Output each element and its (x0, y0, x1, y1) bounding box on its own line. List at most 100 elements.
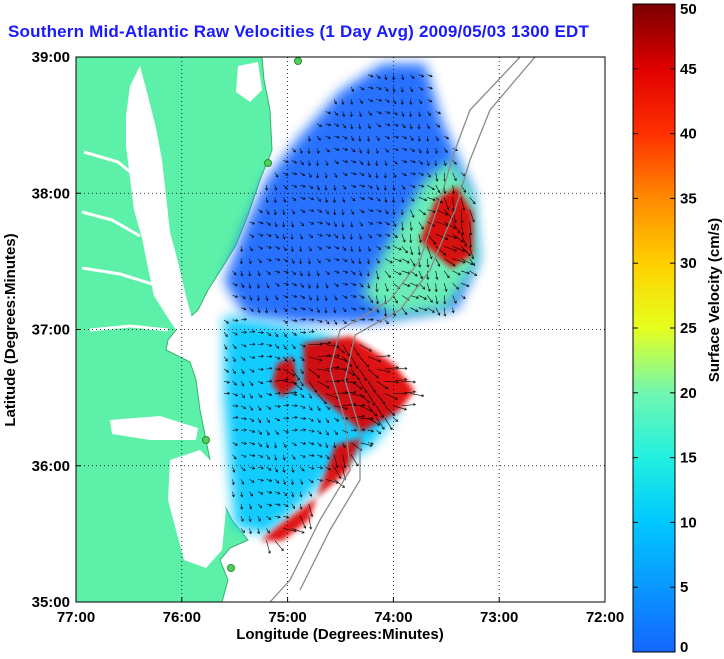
vector-arrow (384, 111, 391, 115)
vector-arrow (434, 283, 438, 293)
vector-arrow (266, 405, 272, 410)
vector-arrow (266, 331, 272, 336)
vector-arrow (384, 221, 390, 226)
vector-arrow (384, 283, 389, 292)
vector-arrow (231, 479, 235, 486)
vector-arrow (393, 295, 398, 304)
vector-arrow (308, 209, 315, 213)
vector-arrow (427, 197, 436, 201)
vector-arrow (240, 356, 246, 361)
vector-arrow (427, 111, 432, 116)
velocity-region-bay-mouth-jet (271, 356, 299, 398)
vector-arrow (452, 258, 466, 264)
vector-arrow (291, 528, 305, 534)
vector-arrow (435, 184, 441, 194)
vector-arrow (342, 282, 349, 286)
colorbar-tick-label: 15 (680, 450, 697, 467)
vector-arrow (392, 86, 396, 93)
vector-arrow (291, 393, 298, 397)
vector-arrow (266, 430, 270, 436)
colorbar-label: Surface Velocity (cm/s) (706, 218, 723, 382)
vector-arrow (358, 246, 362, 253)
colorbar-tick-label: 25 (680, 320, 697, 337)
vector-arrow (300, 330, 307, 335)
vector-arrow (367, 356, 382, 363)
vector-arrow (325, 245, 332, 249)
vector-arrow (299, 246, 303, 253)
vector-arrow (342, 344, 350, 357)
vector-arrow (232, 318, 239, 322)
vector-arrow (257, 342, 264, 346)
vector-arrow (358, 258, 362, 265)
vector-arrow (249, 479, 255, 483)
vector-arrow (461, 282, 470, 288)
vector-arrow (282, 221, 286, 228)
vector-arrow (444, 246, 458, 252)
vector-arrow (333, 295, 338, 301)
vector-arrow (435, 172, 439, 182)
vector-arrow (350, 86, 354, 93)
vector-arrow (308, 479, 314, 483)
vector-arrow (325, 466, 331, 471)
vector-arrow (376, 98, 382, 102)
vector-arrow (283, 430, 289, 433)
vector-arrow (384, 74, 388, 81)
vector-arrow (452, 246, 466, 252)
vector-arrow (443, 160, 447, 167)
vector-arrow (232, 467, 236, 473)
vector-arrow (283, 368, 296, 377)
vector-arrow (384, 245, 391, 249)
vector-arrow (315, 283, 320, 289)
vector-arrow (460, 246, 471, 257)
vector-arrow (282, 454, 286, 461)
vector-arrow (427, 295, 433, 303)
vector-arrow (317, 466, 324, 470)
vector-arrow (417, 246, 421, 256)
vector-arrow (367, 111, 373, 116)
vector-arrow (300, 209, 306, 213)
vector-arrow (469, 209, 475, 223)
vector-arrow (443, 307, 447, 317)
vector-arrow (367, 98, 374, 103)
vector-arrow (308, 318, 315, 322)
vector-arrow (409, 221, 413, 231)
vector-arrow (283, 270, 289, 274)
vector-arrow (383, 172, 387, 179)
vector-arrow (469, 270, 478, 276)
velocity-region-north-jet-core (419, 186, 473, 269)
vector-arrow (383, 185, 387, 191)
vector-arrow (342, 246, 347, 252)
vector-arrow (341, 99, 345, 105)
vector-arrow (249, 368, 255, 373)
vector-arrow (249, 405, 253, 411)
vector-arrow (241, 330, 248, 334)
vector-arrow (426, 160, 430, 167)
colorbar-tick-label: 10 (680, 514, 697, 531)
vector-arrow (273, 209, 277, 216)
vector-arrow (266, 540, 271, 554)
vector-arrow (359, 356, 369, 368)
vector-arrow (291, 467, 295, 473)
colorbar-tick-label: 20 (680, 385, 697, 402)
vector-arrow (283, 332, 287, 338)
vector-arrow (393, 172, 397, 178)
vector-arrow (410, 393, 425, 398)
vector-arrow (274, 479, 280, 484)
vector-arrow (375, 160, 379, 167)
vector-arrow (283, 528, 297, 533)
vector-arrow (248, 528, 252, 535)
vector-arrow (350, 197, 356, 202)
vector-arrow (240, 491, 244, 498)
vector-arrow (401, 111, 405, 117)
vector-arrow (317, 341, 332, 345)
vector-arrow (376, 430, 382, 435)
vector-arrow (342, 368, 356, 376)
vector-arrow (266, 490, 273, 494)
vector-arrow (460, 234, 468, 247)
vector-arrow (308, 417, 314, 422)
vector-arrow (300, 466, 305, 472)
vector-arrow (461, 270, 470, 275)
vector-arrow (417, 123, 421, 130)
vector-arrow (266, 466, 272, 471)
vector-arrow (410, 148, 415, 152)
